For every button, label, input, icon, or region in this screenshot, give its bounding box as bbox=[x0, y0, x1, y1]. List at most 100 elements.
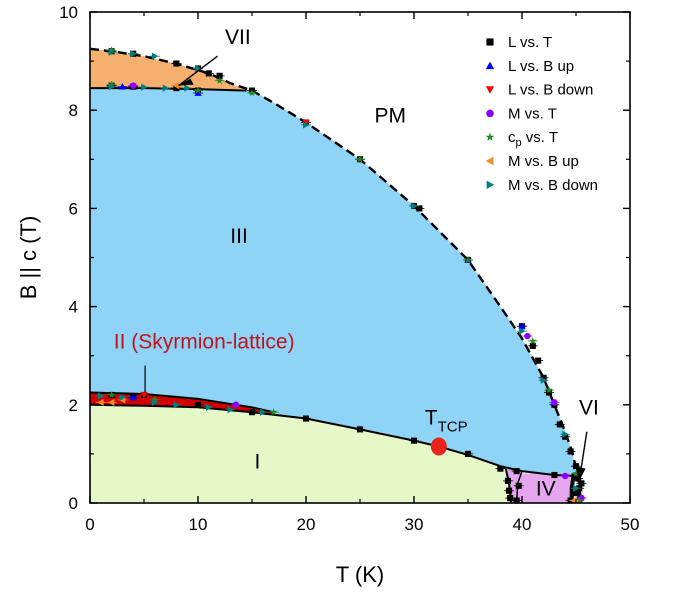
data-point bbox=[184, 84, 191, 92]
data-point bbox=[356, 155, 364, 163]
y-tick-label: 8 bbox=[69, 101, 78, 120]
data-point bbox=[535, 357, 542, 364]
y-tick-label: 2 bbox=[69, 396, 78, 415]
phase-regions bbox=[90, 48, 576, 503]
data-point bbox=[269, 408, 278, 416]
legend-label: cp vs. T bbox=[508, 129, 558, 149]
x-tick-label: 50 bbox=[621, 515, 640, 534]
data-point bbox=[416, 205, 423, 212]
legend-marker bbox=[485, 61, 495, 70]
legend-label: L vs. B down bbox=[508, 82, 593, 99]
legend-label: L vs. T bbox=[508, 34, 552, 51]
data-point bbox=[194, 89, 202, 96]
data-point bbox=[464, 450, 472, 457]
data-point bbox=[504, 477, 512, 484]
data-point bbox=[411, 202, 418, 210]
boundary-II-upper bbox=[89, 391, 274, 414]
arrow-VII-head bbox=[178, 78, 194, 86]
region-label-PM: PM bbox=[374, 104, 406, 127]
data-point bbox=[248, 89, 256, 97]
y-tick-label: 10 bbox=[59, 3, 78, 22]
y-tick-label: 0 bbox=[69, 494, 78, 513]
data-point bbox=[215, 76, 224, 84]
y-axis-label: B || c (T) bbox=[16, 216, 41, 300]
data-points bbox=[95, 46, 587, 505]
legend-marker bbox=[485, 156, 494, 166]
data-point bbox=[464, 256, 472, 264]
region-label-III: III bbox=[230, 225, 248, 248]
y-tick-label: 4 bbox=[69, 298, 78, 317]
data-point bbox=[130, 50, 137, 58]
x-axis-label: T (K) bbox=[336, 562, 384, 587]
data-point bbox=[129, 393, 137, 401]
region-label-II: II (Skyrmion-lattice) bbox=[114, 330, 295, 353]
data-point bbox=[497, 465, 504, 472]
data-point bbox=[529, 337, 537, 345]
legend-label: M vs. B down bbox=[508, 177, 598, 194]
data-point bbox=[513, 468, 520, 475]
data-point bbox=[572, 469, 580, 477]
data-point bbox=[173, 60, 180, 67]
data-point bbox=[107, 80, 116, 88]
data-point bbox=[140, 392, 148, 399]
data-point bbox=[303, 121, 310, 129]
data-point bbox=[107, 46, 116, 54]
x-tick-label: 0 bbox=[85, 515, 94, 534]
data-point bbox=[151, 395, 159, 404]
data-point bbox=[205, 403, 213, 411]
data-point bbox=[505, 487, 513, 494]
data-point bbox=[556, 421, 563, 428]
axes: 0 10 20 30 40 50 0 2 4 6 8 10 T (K) B || c (T) bbox=[16, 3, 639, 587]
data-point bbox=[108, 83, 116, 91]
region-label-IV: IV bbox=[536, 478, 556, 501]
data-point bbox=[529, 342, 536, 349]
data-point bbox=[519, 327, 526, 335]
data-point bbox=[302, 119, 310, 127]
data-point bbox=[194, 401, 202, 408]
region-labels: VII PM III II (Skyrmion-lattice) I IV VI TTCP bbox=[114, 26, 599, 501]
data-point bbox=[108, 48, 116, 56]
data-point bbox=[216, 72, 223, 79]
data-point bbox=[551, 399, 558, 406]
data-point bbox=[141, 83, 148, 91]
data-point bbox=[518, 322, 526, 330]
x-tick-label: 40 bbox=[513, 515, 532, 534]
legend-marker bbox=[486, 109, 494, 118]
arrow-VII-line bbox=[178, 55, 218, 87]
data-point bbox=[515, 482, 522, 489]
data-point bbox=[162, 84, 170, 92]
data-point bbox=[129, 82, 137, 89]
legend-label: L vs. B up bbox=[508, 58, 574, 75]
data-point bbox=[107, 391, 116, 399]
region-I-fill bbox=[90, 404, 512, 503]
region-III-fill bbox=[90, 88, 576, 476]
x-tick-label: 10 bbox=[189, 515, 208, 534]
data-point bbox=[562, 433, 569, 440]
data-point bbox=[540, 374, 547, 381]
legend-marker bbox=[486, 180, 495, 189]
legend-label: M vs. B up bbox=[508, 153, 579, 170]
region-VII-fill bbox=[90, 48, 247, 91]
data-point bbox=[578, 480, 585, 487]
data-point bbox=[118, 83, 126, 90]
data-point bbox=[195, 64, 202, 73]
data-point bbox=[561, 472, 569, 480]
data-point bbox=[575, 496, 583, 504]
region-IV-fill bbox=[516, 473, 574, 503]
data-point bbox=[248, 409, 256, 416]
data-point bbox=[97, 392, 105, 400]
legend-marker bbox=[485, 132, 495, 141]
x-tick-label: 30 bbox=[405, 515, 424, 534]
data-point bbox=[119, 393, 126, 402]
data-point bbox=[151, 52, 159, 60]
data-point bbox=[562, 430, 569, 438]
data-point bbox=[108, 398, 115, 406]
data-point bbox=[507, 495, 514, 502]
data-point bbox=[173, 85, 180, 92]
data-point bbox=[173, 401, 180, 409]
data-point bbox=[567, 448, 574, 455]
data-point bbox=[545, 386, 553, 394]
tcp-label: TTCP bbox=[425, 406, 468, 435]
data-point bbox=[513, 497, 520, 504]
